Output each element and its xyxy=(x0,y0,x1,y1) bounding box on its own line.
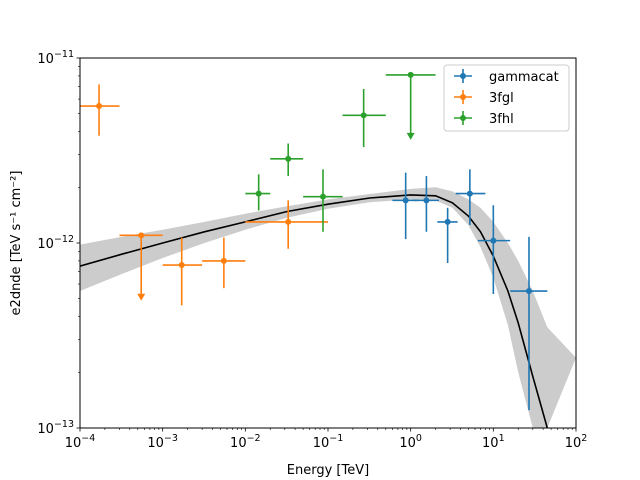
y-tick-label-base: 10 xyxy=(37,237,54,252)
legend-box xyxy=(443,64,570,132)
y-tick-label-exponent: −13 xyxy=(54,419,74,430)
legend-marker-dot xyxy=(460,73,466,79)
model-curve-layer xyxy=(80,194,549,428)
gammacat-data-point xyxy=(490,237,497,244)
x-tick-label-base: 10 xyxy=(565,436,582,451)
legend-label: 3fhl xyxy=(489,112,514,127)
x-tick-label-exponent: 2 xyxy=(581,433,587,444)
x-tick-label-exponent: −1 xyxy=(329,433,343,444)
3fhl-data-point xyxy=(360,112,367,119)
x-tick-label-base: 10 xyxy=(482,436,499,451)
legend-marker-dot xyxy=(460,94,466,100)
3fgl-data-point xyxy=(138,232,145,239)
y-axis-label: e2dnde [TeV s⁻¹ cm⁻²] xyxy=(9,171,24,316)
3fhl-data-point xyxy=(285,155,292,162)
y-tick-label: 10−12 xyxy=(37,234,74,252)
x-tick-label-exponent: 1 xyxy=(499,433,505,444)
x-tick-label: 101 xyxy=(482,433,505,451)
3fhl-data-point xyxy=(255,190,262,197)
3fgl-data-point xyxy=(178,262,185,269)
x-tick-label: 10−4 xyxy=(65,433,96,451)
x-tick-label-base: 10 xyxy=(147,436,164,451)
legend-label: 3fgl xyxy=(489,91,514,106)
3fgl-data-point xyxy=(285,218,292,225)
gammacat-data-point xyxy=(525,288,532,295)
data-points-layer xyxy=(80,71,548,411)
x-axis-label: Energy [TeV] xyxy=(287,463,369,478)
3fgl-upper-limit-arrow xyxy=(137,293,146,301)
3fgl-data-point xyxy=(220,257,227,264)
y-tick-label-base: 10 xyxy=(37,422,54,437)
3fhl-data-point xyxy=(407,71,414,78)
3fgl-data-point xyxy=(96,103,103,110)
y-tick-label-exponent: −12 xyxy=(54,234,74,245)
series-3fhl xyxy=(245,71,436,232)
gammacat-data-point xyxy=(423,197,430,204)
x-tick-label-exponent: 0 xyxy=(416,433,422,444)
x-tick-label-base: 10 xyxy=(65,436,82,451)
x-tick-label-exponent: −2 xyxy=(247,433,261,444)
legend-label: gammacat xyxy=(489,70,559,85)
legend-marker-dot xyxy=(460,115,466,121)
x-tick-label-base: 10 xyxy=(313,436,330,451)
gammacat-data-point xyxy=(402,197,409,204)
legend: gammacat 3fgl 3fhl xyxy=(443,64,570,132)
x-tick-label: 10−3 xyxy=(147,433,178,451)
y-tick-label-base: 10 xyxy=(37,52,54,67)
x-tick-label-exponent: −4 xyxy=(81,433,95,444)
gammacat-data-point xyxy=(466,190,473,197)
model-curve xyxy=(80,194,549,428)
y-tick-label-exponent: −11 xyxy=(54,49,74,60)
y-tick-label: 10−11 xyxy=(37,49,74,67)
x-tick-label-exponent: −3 xyxy=(164,433,178,444)
series-3fgl xyxy=(80,84,328,306)
x-tick-label: 100 xyxy=(399,433,422,451)
y-tick-label: 10−13 xyxy=(37,419,74,437)
series-gammacat xyxy=(392,169,548,411)
3fhl-upper-limit-arrow xyxy=(406,132,415,140)
gammacat-data-point xyxy=(444,218,451,225)
x-tick-label-base: 10 xyxy=(230,436,247,451)
x-tick-label: 10−2 xyxy=(230,433,261,451)
x-tick-label-base: 10 xyxy=(399,436,416,451)
x-tick-label: 102 xyxy=(565,433,588,451)
3fhl-data-point xyxy=(320,193,327,200)
x-tick-label: 10−1 xyxy=(313,433,344,451)
